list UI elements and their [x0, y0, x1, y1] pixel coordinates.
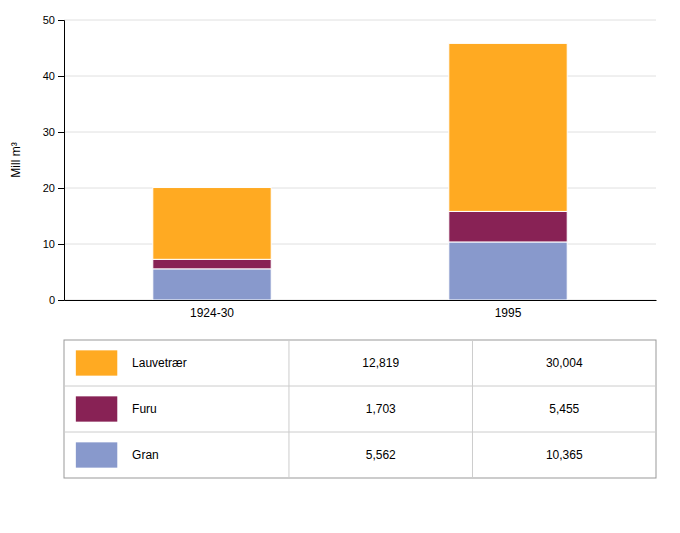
tick: 40	[43, 70, 64, 82]
bar	[449, 211, 567, 242]
chart: 0 10 20 30 40 50 1924-30 1995 Mill m³ Lauvetrær 12…	[0, 0, 680, 533]
legend-swatch	[76, 396, 117, 421]
legend-row: Gran 5,562 10,365	[76, 442, 583, 467]
table-value: 12,819	[362, 356, 399, 370]
bars	[153, 43, 567, 300]
grid-line	[64, 20, 656, 21]
tick-mark	[58, 76, 64, 77]
tick: 50	[43, 14, 64, 26]
tick-label: 50	[43, 14, 55, 26]
grid	[64, 20, 656, 300]
table-divider	[64, 432, 656, 433]
tick-label: 10	[43, 238, 55, 250]
tick: 0	[49, 294, 64, 306]
tick: 30	[43, 126, 64, 138]
table-divider	[288, 340, 289, 478]
legend-label: Gran	[132, 448, 159, 462]
legend-swatch	[76, 442, 117, 467]
legend: Lauvetrær 12,819 30,004 Furu 1,703 5,455 Gran 5…	[64, 340, 656, 478]
tick-label: 0	[49, 294, 55, 306]
x-axis: 1924-30 1995	[65, 301, 657, 320]
tick-label: 1924-30	[190, 306, 234, 320]
table-border	[64, 340, 656, 478]
bar	[449, 43, 567, 211]
tick-label: 1995	[495, 306, 522, 320]
bar	[153, 188, 271, 260]
axis-line	[65, 300, 657, 301]
bar	[153, 269, 271, 300]
tick-label: 40	[43, 70, 55, 82]
table-value: 10,365	[546, 448, 583, 462]
bar	[449, 242, 567, 300]
tick: 10	[43, 238, 64, 250]
table-value: 5,455	[549, 402, 579, 416]
table-value: 1,703	[366, 402, 396, 416]
table-divider	[64, 386, 656, 387]
tick-mark	[58, 132, 64, 133]
tick-mark	[58, 244, 64, 245]
tick: 20	[43, 182, 64, 194]
legend-label: Lauvetrær	[132, 356, 187, 370]
table-value: 30,004	[546, 356, 583, 370]
tick-mark	[58, 300, 64, 301]
bar-series	[153, 43, 567, 259]
tick: 1924-30	[190, 306, 234, 320]
legend-row: Furu 1,703 5,455	[76, 396, 580, 421]
table-divider	[472, 340, 473, 478]
bar	[153, 259, 271, 269]
tick: 1995	[495, 306, 522, 320]
legend-row: Lauvetrær 12,819 30,004	[76, 350, 583, 375]
tick-label: 20	[43, 182, 55, 194]
axis-title: Mill m³	[9, 142, 23, 177]
y-axis: 0 10 20 30 40 50	[43, 14, 65, 306]
table-value: 5,562	[366, 448, 396, 462]
tick-mark	[58, 188, 64, 189]
tick-label: 30	[43, 126, 55, 138]
legend-label: Furu	[132, 402, 157, 416]
legend-swatch	[76, 350, 117, 375]
axis-line	[58, 21, 65, 301]
tick-mark	[58, 20, 64, 21]
